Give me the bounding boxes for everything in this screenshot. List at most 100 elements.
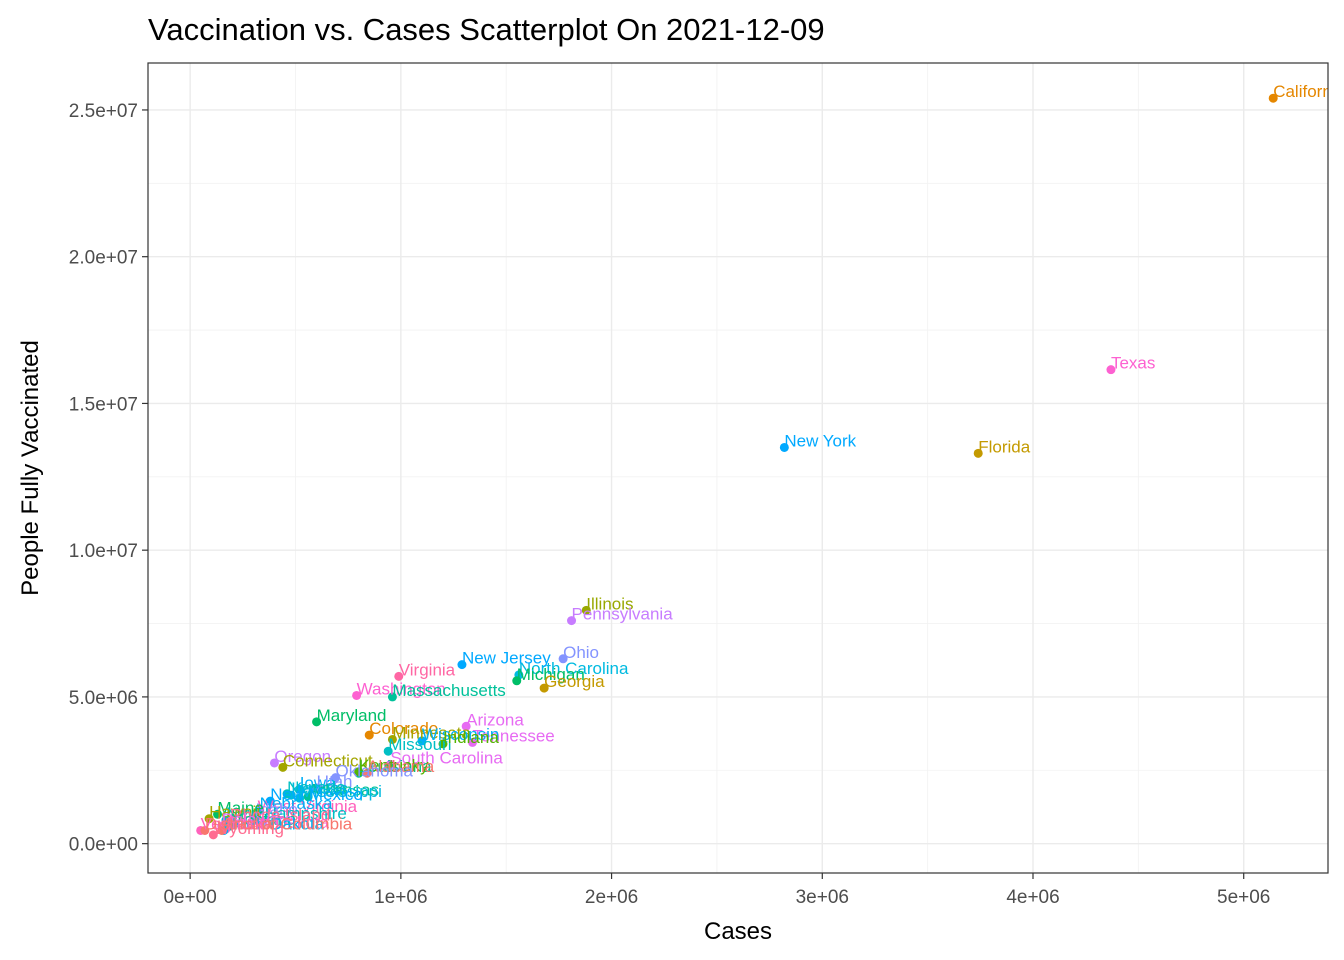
y-tick-label: 1.0e+07 <box>69 541 138 562</box>
point-oregon <box>269 758 279 768</box>
point-label-michigan: Michigan <box>517 665 585 684</box>
point-label-oklahoma: Oklahoma <box>336 762 414 781</box>
point-label-alaska: Alaska <box>222 814 274 833</box>
x-tick-label: 1e+06 <box>374 887 427 908</box>
point-colorado <box>364 730 374 740</box>
point-hawaii <box>204 814 214 824</box>
point-maryland <box>312 717 322 727</box>
x-tick-label: 0e+00 <box>163 887 216 908</box>
point-michigan <box>512 676 522 686</box>
point-label-iowa: Iowa <box>300 773 336 792</box>
axis-ticks: 0e+00 1e+06 2e+06 3e+06 4e+06 5e+06 0.0e+00 5.0… <box>69 101 1271 908</box>
point-label-tennessee: Tennessee <box>473 726 555 745</box>
panel-border <box>147 62 1329 874</box>
point-missouri <box>383 746 393 756</box>
point-label-nebraska: Nebraska <box>260 794 333 813</box>
x-axis-title: Cases <box>704 918 772 945</box>
point-arkansas <box>303 792 313 802</box>
point-label-illinois: Illinois <box>586 594 633 613</box>
point-arizona <box>461 721 471 731</box>
point-label-new-york: New York <box>784 431 856 450</box>
point-oklahoma <box>331 773 341 783</box>
chart-title: Vaccination vs. Cases Scatterplot On 202… <box>148 12 825 47</box>
point-new-york <box>779 442 789 452</box>
point-ohio <box>558 654 568 664</box>
point-label-montana: Montana <box>230 810 297 829</box>
y-tick-label: 2.0e+07 <box>69 248 138 269</box>
point-new-jersey <box>457 660 467 670</box>
point-label-alabama: Alabama <box>367 757 435 776</box>
point-label-idaho: Idaho <box>255 800 298 819</box>
point-idaho <box>250 811 260 821</box>
point-label-missouri: Missouri <box>388 735 451 754</box>
point-kentucky <box>354 767 364 777</box>
point-label-west-virginia: West Virginia <box>258 797 358 816</box>
point-label-hawaii: Hawaii <box>209 803 260 822</box>
point-label-minnesota: Minnesota <box>392 723 471 742</box>
point-label-new-mexico: New Mexico <box>270 785 363 804</box>
point-label-wyoming: Wyoming <box>213 819 284 838</box>
point-label-pennsylvania: Pennsylvania <box>572 605 674 624</box>
point-label-delaware: Delaware <box>222 810 294 829</box>
point-label-texas: Texas <box>1111 354 1155 373</box>
point-label-kentucky: Kentucky <box>359 756 429 775</box>
point-label-district-of-columbia: District of Columbia <box>205 814 353 833</box>
point-label-wisconsin: Wisconsin <box>422 725 499 744</box>
point-label-new-hampshire: New Hampshire <box>226 804 347 823</box>
point-alabama <box>362 768 372 778</box>
point-new-mexico <box>265 796 275 806</box>
point-nevada <box>282 789 292 799</box>
point-california <box>1268 93 1278 103</box>
point-label-new-jersey: New Jersey <box>462 649 551 668</box>
point-label-georgia: Georgia <box>544 672 605 691</box>
point-label-north-carolina: North Carolina <box>519 659 629 678</box>
y-tick-label: 0.0e+00 <box>69 835 138 856</box>
point-label-california: California <box>1273 82 1344 101</box>
point-label-south-dakota: South Dakota <box>226 813 330 832</box>
point-label-nevada: Nevada <box>287 778 346 797</box>
x-tick-label: 4e+06 <box>1006 887 1059 908</box>
point-label-north-dakota: North Dakota <box>224 814 325 833</box>
y-tick-label: 2.5e+07 <box>69 101 138 122</box>
point-label-colorado: Colorado <box>369 719 438 738</box>
point-label-ohio: Ohio <box>563 643 599 662</box>
point-label-louisiana: Louisiana <box>359 757 432 776</box>
point-massachusetts <box>387 692 397 702</box>
x-tick-label: 5e+06 <box>1217 887 1270 908</box>
point-texas <box>1106 365 1116 375</box>
point-wisconsin <box>417 736 427 746</box>
x-tick-label: 2e+06 <box>585 887 638 908</box>
point-label-indiana: Indiana <box>443 728 499 747</box>
point-wyoming <box>208 830 218 840</box>
point-label-virginia: Virginia <box>399 660 456 679</box>
point-alaska <box>217 825 227 835</box>
point-labels: California Texas Florida New York IllinoisPe… <box>201 82 1344 838</box>
y-axis-title: People Fully Vaccinated <box>17 340 44 596</box>
point-label-washington: Washington <box>357 679 446 698</box>
point-connecticut <box>278 762 288 772</box>
point-label-vermont: Vermont <box>201 814 265 833</box>
point-label-florida: Florida <box>978 437 1031 456</box>
point-minnesota <box>387 734 397 744</box>
grid <box>148 63 1328 873</box>
point-label-mississippi: Mississippi <box>300 782 382 801</box>
point-mississippi <box>295 793 305 803</box>
point-florida <box>973 448 983 458</box>
point-label-oregon: Oregon <box>274 747 331 766</box>
point-label-utah: Utah <box>317 772 353 791</box>
point-virginia <box>394 671 404 681</box>
point-label-connecticut: Connecticut <box>283 751 373 770</box>
point-washington <box>352 690 362 700</box>
data-points <box>196 93 1278 840</box>
point-iowa <box>295 784 305 794</box>
y-tick-label: 5.0e+06 <box>69 688 138 709</box>
point-label-rhode-island: Rhode Island <box>230 806 330 825</box>
point-pennsylvania <box>567 616 577 626</box>
point-label-kansas: Kansas <box>291 779 348 798</box>
point-label-arizona: Arizona <box>466 710 524 729</box>
point-label-maine: Maine <box>218 798 264 817</box>
point-maine <box>213 809 223 819</box>
point-illinois <box>581 605 591 615</box>
y-tick-label: 1.5e+07 <box>69 394 138 415</box>
